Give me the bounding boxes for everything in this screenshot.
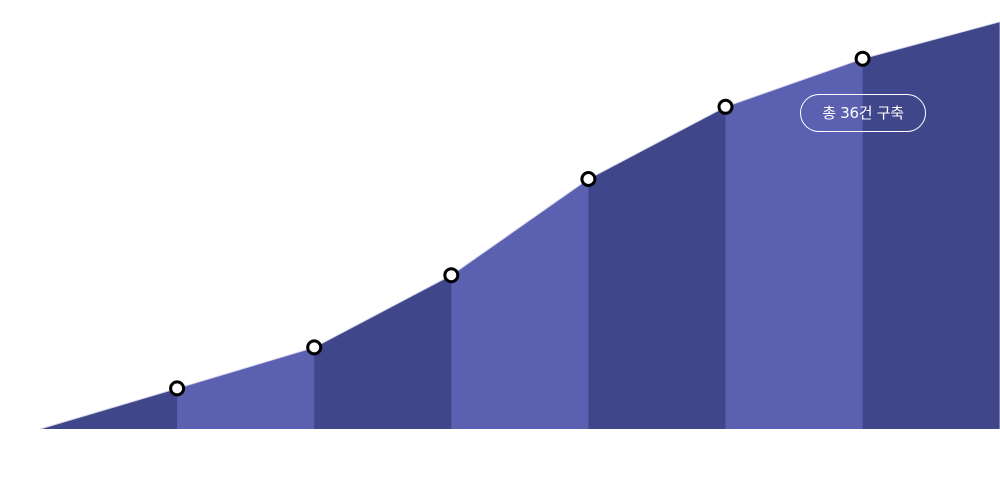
data-markers	[169, 50, 871, 397]
area-band-2	[177, 21, 315, 429]
area-band-3	[314, 21, 452, 429]
data-point-2	[306, 339, 323, 356]
data-point-1	[169, 380, 186, 397]
area-band-7	[862, 21, 1000, 429]
area-bands	[40, 21, 1000, 429]
data-point-6	[854, 50, 871, 67]
data-point-3	[443, 267, 460, 284]
area-band-1	[40, 21, 178, 429]
data-point-4	[580, 171, 597, 187]
area-band-6	[725, 21, 864, 429]
data-point-5	[717, 98, 734, 115]
series-line	[39, 21, 1000, 430]
area-band-4	[451, 21, 589, 429]
total-annotation-badge: 총 36건 구축	[800, 94, 926, 132]
area-band-5	[588, 21, 727, 429]
